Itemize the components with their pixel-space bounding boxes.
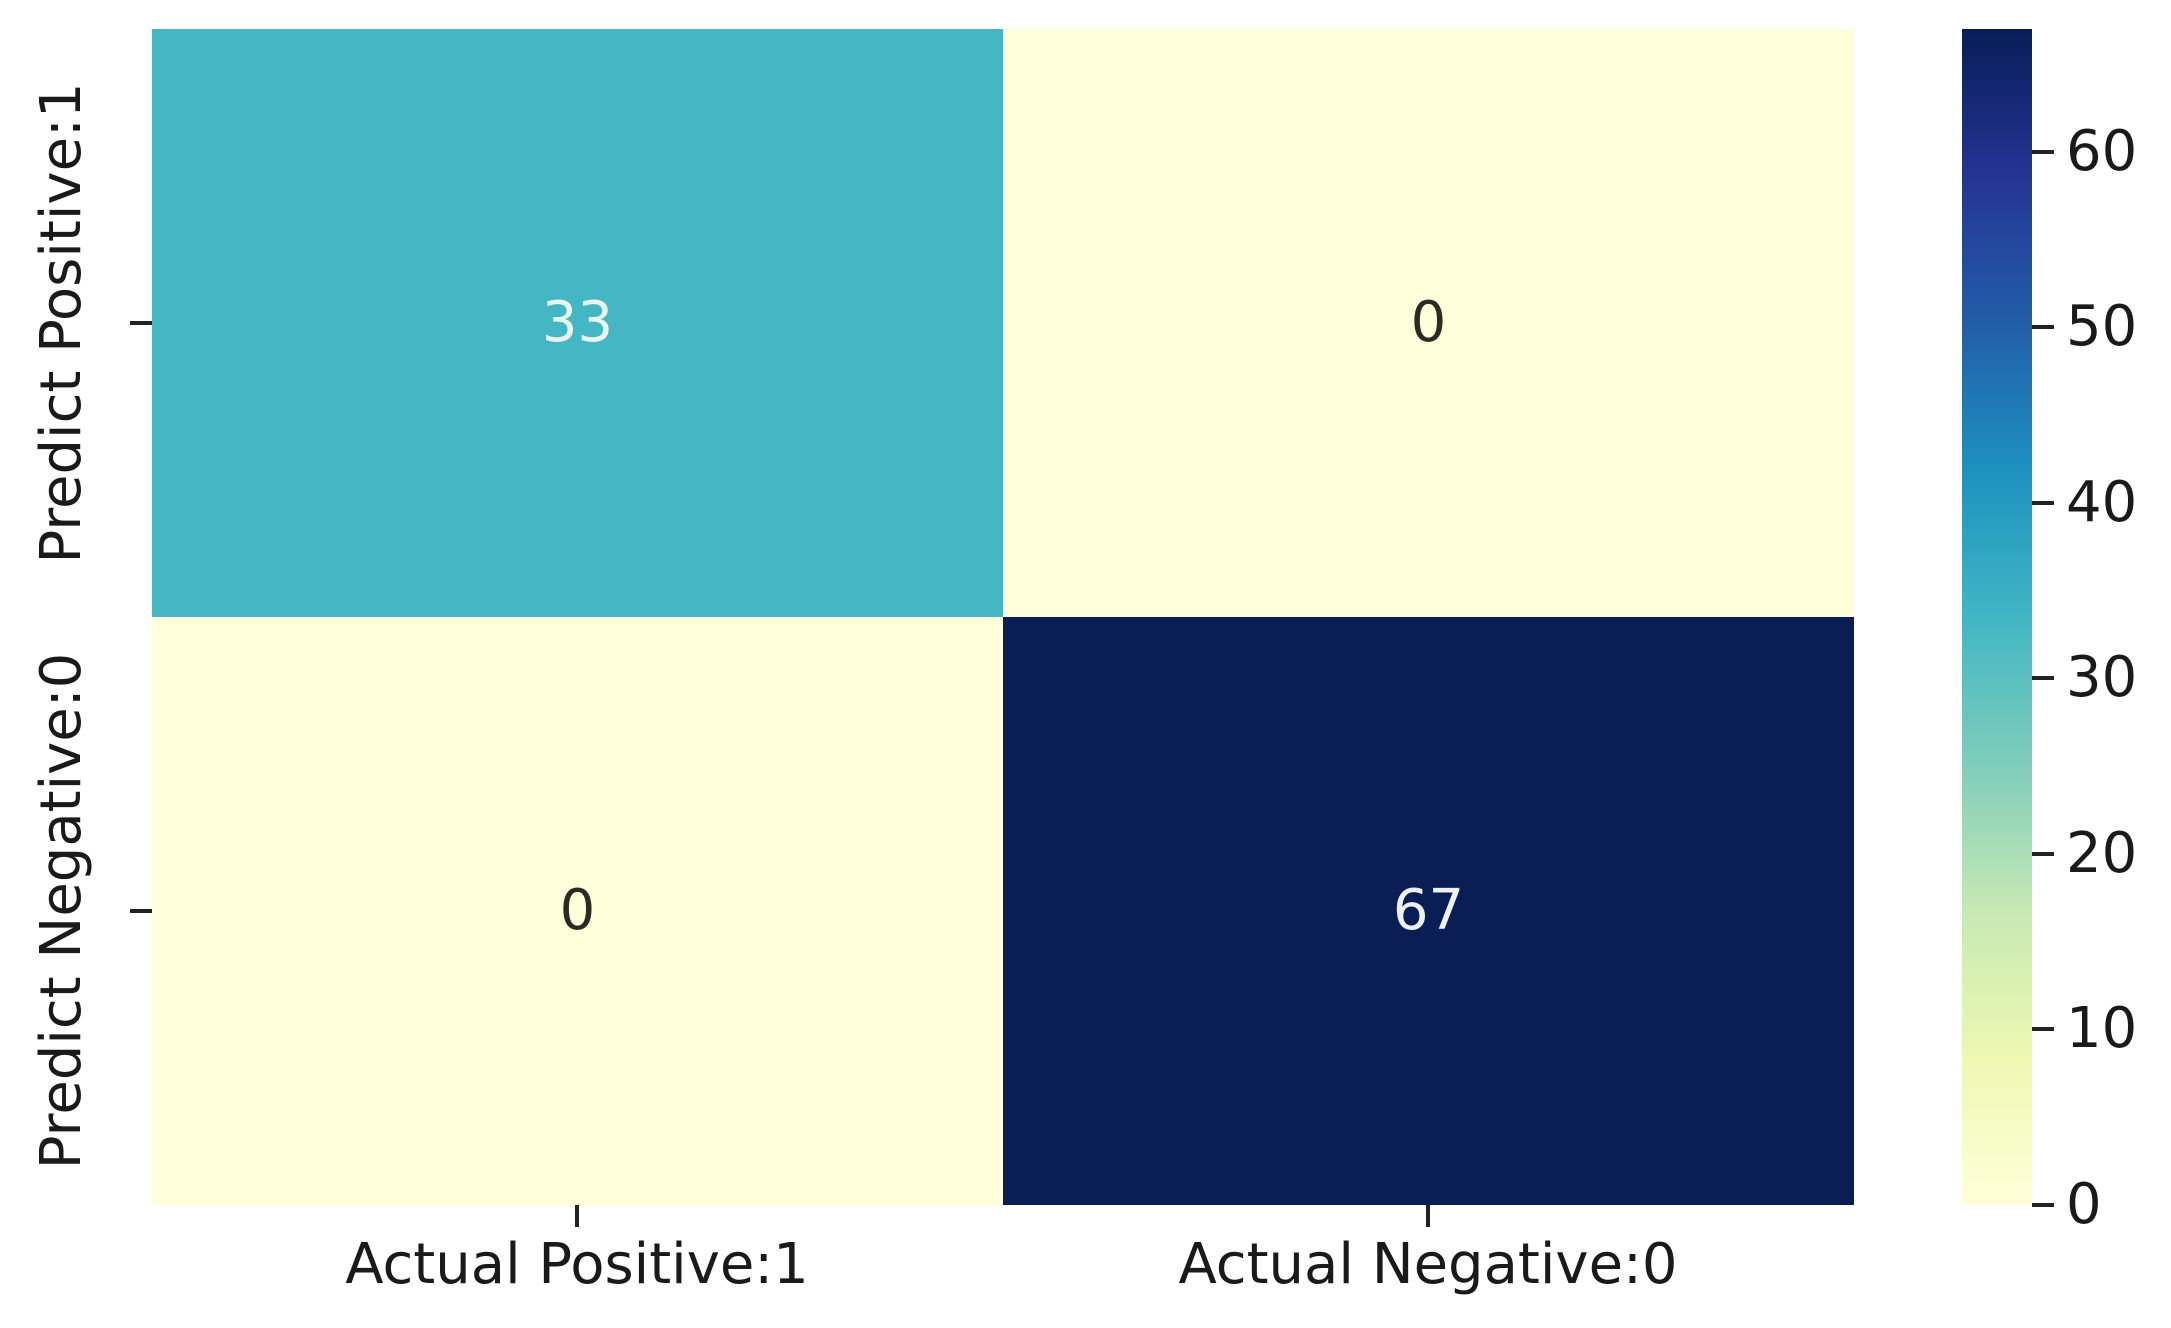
colorbar-tick-50 bbox=[2032, 325, 2054, 329]
colorbar-label-50: 50 bbox=[2066, 294, 2138, 359]
y-axis-tick-row1 bbox=[130, 321, 152, 325]
colorbar-tick-0 bbox=[2032, 1203, 2054, 1207]
colorbar-tick-40 bbox=[2032, 501, 2054, 505]
x-axis-tick-col2 bbox=[1426, 1205, 1430, 1227]
y-axis-tick-row2 bbox=[130, 909, 152, 913]
heatmap-cell-false-positive: 0 bbox=[1003, 29, 1854, 617]
colorbar-label-60: 60 bbox=[2066, 119, 2138, 184]
colorbar-tick-30 bbox=[2032, 676, 2054, 680]
y-tick-label-predict-negative: Predict Negative:0 bbox=[29, 652, 94, 1170]
heatmap-grid: 33 0 0 67 bbox=[152, 29, 1854, 1205]
colorbar-label-30: 30 bbox=[2066, 645, 2138, 710]
colorbar-label-0: 0 bbox=[2066, 1172, 2102, 1237]
colorbar-tick-10 bbox=[2032, 1027, 2054, 1031]
x-axis-tick-col1 bbox=[575, 1205, 579, 1227]
colorbar-label-10: 10 bbox=[2066, 996, 2138, 1061]
colorbar-tick-20 bbox=[2032, 852, 2054, 856]
heatmap-cell-false-negative: 0 bbox=[152, 617, 1003, 1205]
heatmap-cell-true-negative: 67 bbox=[1003, 617, 1854, 1205]
heatmap-cell-true-positive: 33 bbox=[152, 29, 1003, 617]
colorbar-tick-60 bbox=[2032, 150, 2054, 154]
colorbar-label-20: 20 bbox=[2066, 821, 2138, 886]
x-tick-label-actual-positive: Actual Positive:1 bbox=[345, 1232, 809, 1297]
y-tick-label-predict-positive: Predict Positive:1 bbox=[29, 82, 94, 564]
colorbar-label-40: 40 bbox=[2066, 470, 2138, 535]
x-tick-label-actual-negative: Actual Negative:0 bbox=[1178, 1232, 1678, 1297]
colorbar-gradient bbox=[1962, 29, 2032, 1205]
